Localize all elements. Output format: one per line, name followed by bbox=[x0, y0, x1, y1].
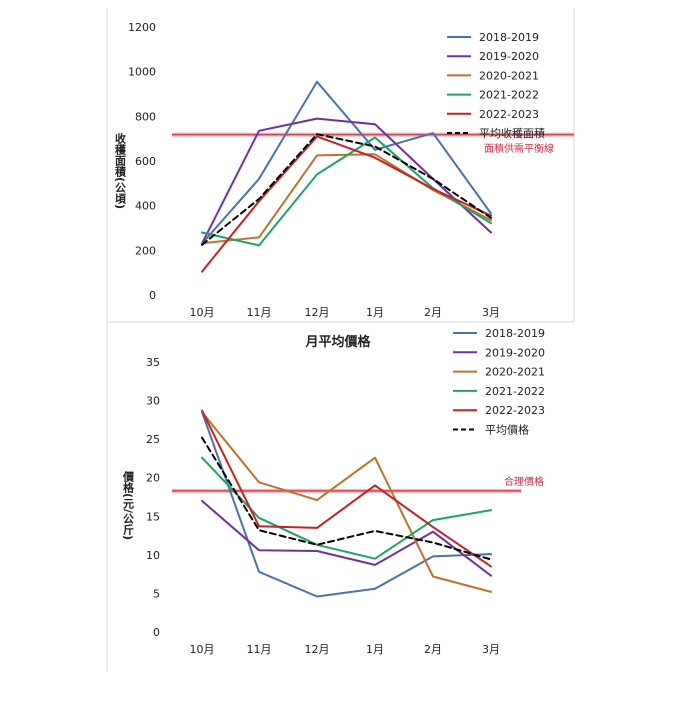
legend-label: 2020-2021 bbox=[485, 366, 545, 379]
y-tick-label: 20 bbox=[146, 472, 160, 485]
x-tick-label: 1月 bbox=[366, 643, 384, 656]
y-tick-label: 200 bbox=[135, 244, 156, 257]
reference-line-label: 面積供需平衡線 bbox=[484, 142, 554, 155]
y-tick-label: 30 bbox=[146, 395, 160, 408]
reference-line-label: 合理價格 bbox=[504, 475, 544, 488]
x-tick-label: 12月 bbox=[305, 643, 330, 656]
x-tick-label: 11月 bbox=[247, 643, 272, 656]
chart-title: 月平均價格 bbox=[304, 334, 371, 350]
legend-label: 平均收穫面積 bbox=[479, 126, 545, 140]
x-tick-label: 10月 bbox=[190, 643, 215, 656]
y-tick-label: 400 bbox=[135, 200, 156, 213]
y-tick-label: 25 bbox=[146, 433, 160, 446]
x-tick-label: 10月 bbox=[190, 306, 215, 319]
series-line bbox=[201, 411, 492, 593]
x-tick-label: 1月 bbox=[366, 306, 384, 319]
x-tick-label: 3月 bbox=[482, 306, 500, 319]
legend-label: 2022-2023 bbox=[479, 108, 539, 121]
series-line bbox=[201, 409, 492, 568]
series-line bbox=[201, 135, 492, 273]
y-tick-label: 0 bbox=[153, 626, 160, 639]
y-tick-label: 0 bbox=[149, 289, 156, 302]
x-tick-label: 11月 bbox=[247, 306, 272, 319]
area-chart-plot: 0 200 400 600 800 1000 1200 10月 11月 12月 1月 2月 3月 面積供需… bbox=[128, 21, 574, 319]
legend-label: 2020-2021 bbox=[479, 69, 539, 82]
price-chart-plot: 0 5 10 15 20 25 30 35 10月 11月 12月 1月 2月 3月 合理價格 2018-20… bbox=[146, 327, 545, 656]
legend-label: 2022-2023 bbox=[485, 404, 545, 417]
y-axis-label: 價格(元/公斤) bbox=[122, 470, 136, 540]
x-tick-label: 2月 bbox=[424, 306, 442, 319]
legend-label: 2021-2022 bbox=[479, 89, 539, 102]
series-line bbox=[201, 499, 492, 577]
legend-label: 2018-2019 bbox=[479, 31, 539, 44]
series-line bbox=[201, 153, 492, 245]
x-tick-label: 2月 bbox=[424, 643, 442, 656]
y-tick-label: 1000 bbox=[128, 66, 156, 79]
legend-label: 平均價格 bbox=[485, 423, 529, 437]
series-line bbox=[201, 117, 492, 245]
legend-label: 2019-2020 bbox=[485, 346, 545, 359]
series-line bbox=[201, 133, 492, 246]
legend-label: 2018-2019 bbox=[485, 327, 545, 340]
y-axis-label: 收穫面積(公頃) bbox=[114, 132, 128, 209]
y-tick-label: 10 bbox=[146, 549, 160, 562]
x-tick-label: 3月 bbox=[482, 643, 500, 656]
y-tick-label: 35 bbox=[146, 356, 160, 369]
series-line bbox=[201, 411, 492, 598]
y-tick-label: 1200 bbox=[128, 21, 156, 34]
y-tick-label: 5 bbox=[153, 587, 160, 600]
legend-label: 2021-2022 bbox=[485, 385, 545, 398]
series-line bbox=[201, 436, 492, 561]
y-tick-label: 800 bbox=[135, 110, 156, 123]
series-line bbox=[201, 80, 492, 245]
y-tick-label: 15 bbox=[146, 510, 160, 523]
x-tick-label: 12月 bbox=[305, 306, 330, 319]
y-tick-label: 600 bbox=[135, 155, 156, 168]
legend-label: 2019-2020 bbox=[479, 50, 539, 63]
